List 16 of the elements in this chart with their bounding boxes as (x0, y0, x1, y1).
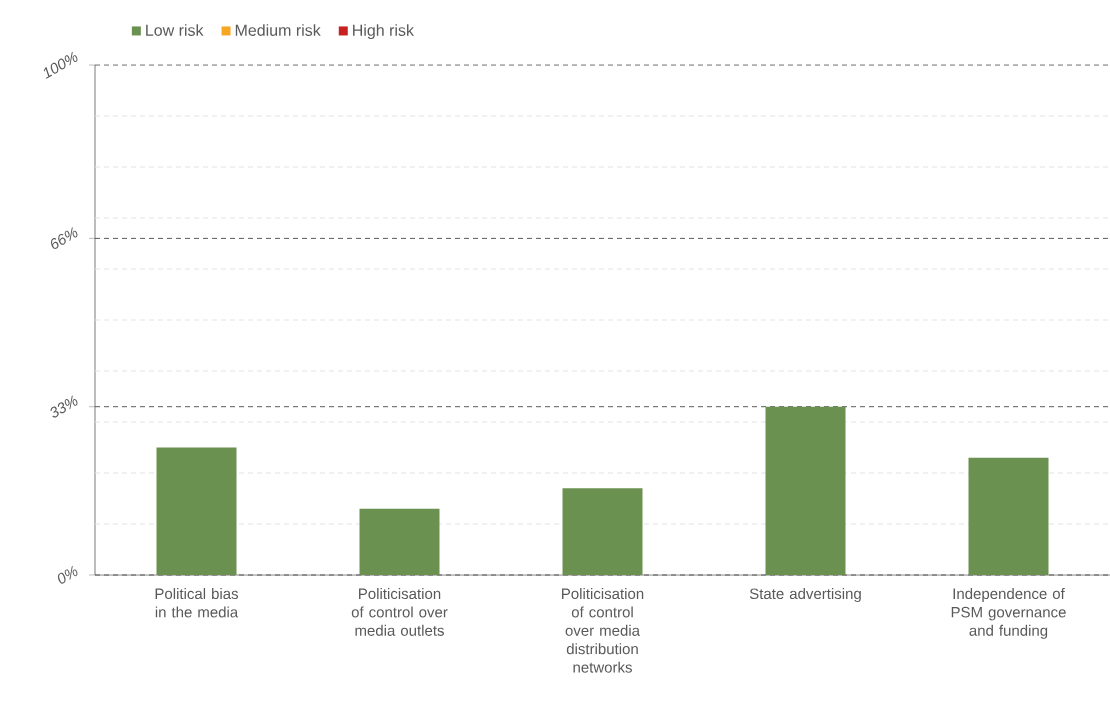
legend-label: Medium risk (235, 24, 321, 36)
bar (156, 447, 237, 575)
y-tick-label: 66% (50, 227, 78, 249)
bar (562, 488, 643, 575)
legend-label: Low risk (146, 24, 204, 36)
x-tick-label: State advertising (749, 588, 861, 603)
y-tick-label: 0% (57, 565, 78, 584)
x-tick-label: Political bias in the media (155, 588, 239, 618)
bar (765, 406, 846, 575)
bar (968, 457, 1049, 575)
legend-label: High risk (353, 24, 414, 40)
x-tick-label: Politicisation of control over media distribution networks (562, 588, 644, 673)
x-tick-label: Politicisation of control over media outlets (351, 588, 448, 636)
y-tick-label: 33% (50, 395, 78, 418)
bar (359, 508, 440, 575)
x-tick-label: Independence of PSM governance and funding (951, 588, 1066, 639)
